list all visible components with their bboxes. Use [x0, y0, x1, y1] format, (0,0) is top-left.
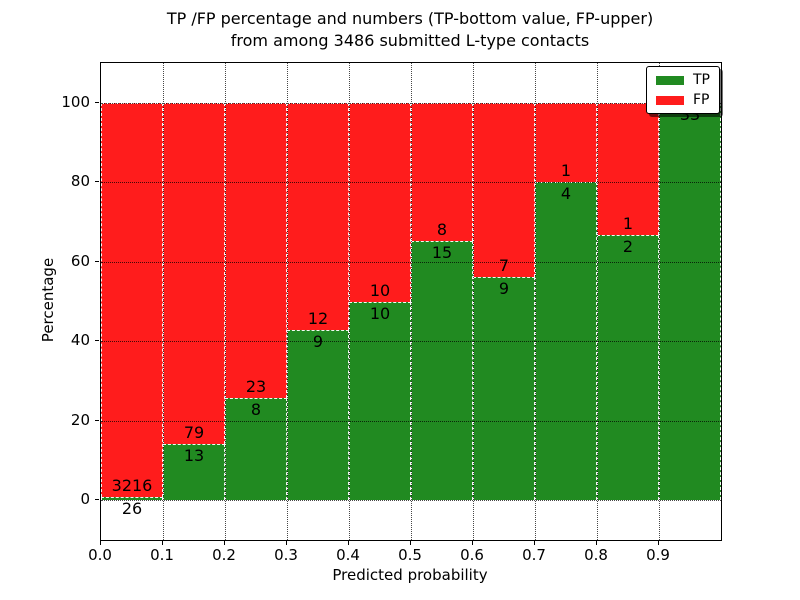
chart-title-line1: TP /FP percentage and numbers (TP-bottom… — [166, 9, 654, 28]
fp-count-label: 10 — [369, 280, 391, 300]
x-gridline — [535, 63, 536, 540]
x-tick-label: 0.1 — [150, 546, 174, 564]
x-gridline — [225, 63, 226, 540]
x-tick-mark — [534, 541, 535, 545]
bar-fp-segment — [101, 102, 163, 498]
y-tick-mark — [95, 101, 99, 103]
fp-count-label: 23 — [245, 376, 267, 396]
y-tick-mark — [95, 419, 99, 421]
bar-tp-segment — [287, 329, 349, 501]
chart-title: TP /FP percentage and numbers (TP-bottom… — [100, 8, 720, 51]
tp-count-label: 4 — [560, 184, 572, 204]
fp-count-label: 1 — [560, 161, 572, 181]
x-gridline — [411, 63, 412, 540]
x-tick-mark — [658, 541, 659, 545]
x-tick-label: 0.4 — [336, 546, 360, 564]
fp-count-label: 1 — [622, 214, 634, 234]
tp-count-label: 13 — [183, 446, 205, 466]
x-tick-mark — [162, 541, 163, 545]
x-tick-label: 0.3 — [274, 546, 298, 564]
legend-label-fp: FP — [693, 92, 710, 108]
bar-fp-segment — [349, 102, 411, 302]
tp-count-label: 8 — [250, 399, 262, 419]
x-gridline — [597, 63, 598, 540]
bar-fp-segment — [163, 102, 225, 445]
x-tick-mark — [286, 541, 287, 545]
tp-count-label: 15 — [431, 243, 453, 262]
x-tick-label: 0.6 — [460, 546, 484, 564]
y-tick-mark — [95, 260, 99, 262]
y-tick-label: 60 — [70, 251, 90, 270]
tp-count-label: 9 — [312, 331, 324, 351]
legend-label-tp: TP — [693, 72, 710, 88]
bar-tp-segment — [411, 241, 473, 501]
bar-tp-segment — [659, 102, 721, 501]
x-tick-mark — [348, 541, 349, 545]
y-tick-mark — [95, 181, 99, 183]
bar-fp-segment — [225, 102, 287, 398]
fp-count-label: 3216 — [111, 476, 153, 496]
legend: TP FP — [646, 66, 720, 114]
y-tick-mark — [95, 340, 99, 342]
y-axis-label: Percentage — [39, 257, 57, 343]
x-gridline — [659, 63, 660, 540]
chart-title-line2: from among 3486 submitted L-type contact… — [230, 30, 590, 50]
x-tick-label: 0.5 — [398, 546, 422, 564]
x-tick-label: 0.9 — [646, 546, 670, 564]
x-gridline — [287, 63, 288, 540]
y-tick-label: 20 — [70, 410, 90, 429]
bar-tp-segment — [473, 276, 535, 501]
fp-count-label: 8 — [436, 220, 448, 239]
legend-item-tp: TP — [656, 73, 710, 87]
tp-count-label: 26 — [121, 499, 143, 519]
x-tick-label: 0.8 — [584, 546, 608, 564]
bar-tp-segment — [101, 497, 163, 501]
x-gridline — [349, 63, 350, 540]
y-tick-label: 80 — [70, 172, 90, 191]
y-tick-label: 0 — [80, 490, 90, 509]
x-gridline — [163, 63, 164, 540]
bar-tp-segment — [225, 397, 287, 501]
x-tick-label: 0.7 — [522, 546, 546, 564]
y-tick-label: 40 — [70, 331, 90, 350]
fp-color-swatch — [656, 95, 684, 105]
x-tick-label: 0.2 — [212, 546, 236, 564]
fp-count-label: 12 — [307, 308, 329, 328]
tp-count-label: 9 — [498, 278, 510, 298]
y-tick-mark — [95, 499, 99, 501]
x-tick-mark — [224, 541, 225, 545]
legend-item-fp: FP — [656, 93, 710, 107]
y-tick-label: 100 — [61, 92, 90, 111]
x-tick-label: 0.0 — [88, 546, 112, 564]
bar-tp-segment — [597, 235, 659, 501]
x-tick-mark — [410, 541, 411, 545]
plot-area: 3216 26 79 13 23 8 12 9 10 10 8 15 7 9 1 4 1 2 33 — [100, 62, 722, 541]
fp-count-label: 79 — [183, 423, 205, 443]
fp-count-label: 7 — [498, 255, 510, 275]
bar-fp-segment — [287, 102, 349, 330]
tp-color-swatch — [656, 75, 684, 85]
x-axis-label: Predicted probability — [332, 566, 488, 584]
tp-count-label: 2 — [622, 237, 634, 257]
bar-fp-segment — [473, 102, 535, 277]
x-tick-mark — [100, 541, 101, 545]
x-tick-mark — [472, 541, 473, 545]
x-tick-mark — [596, 541, 597, 545]
bar-tp-segment — [349, 301, 411, 501]
tp-count-label: 10 — [369, 303, 391, 323]
x-gridline — [473, 63, 474, 540]
